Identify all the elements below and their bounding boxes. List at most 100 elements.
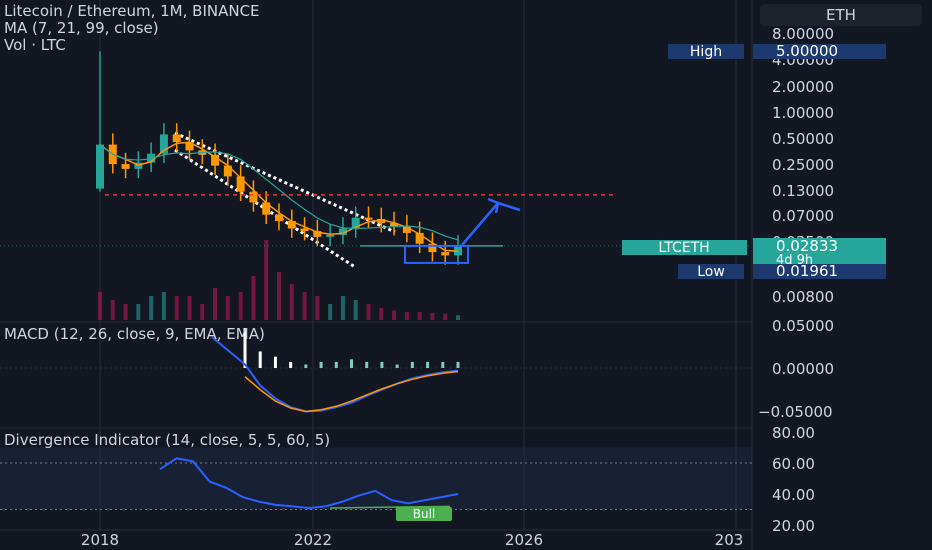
macd-legend[interactable]: MACD (12, 26, close, 9, EMA, EMA) [4, 325, 265, 343]
volume-bar [238, 292, 243, 320]
candle-body [326, 234, 335, 237]
volume-bar [392, 310, 397, 320]
macd-histogram-bar [410, 361, 414, 368]
candle-body [236, 176, 245, 192]
time-tick-label: 2022 [294, 531, 332, 549]
volume-bar [110, 300, 115, 320]
volume-bar [213, 288, 218, 320]
volume-bar [200, 304, 205, 320]
candle-body [441, 252, 450, 256]
time-tick-label: 2018 [81, 531, 119, 549]
price-tick-label: 0.25000 [772, 156, 834, 174]
candle-body [185, 141, 194, 151]
ma-long-line [99, 144, 459, 241]
time-tick-label: 203 [715, 531, 744, 549]
high-tag-bg [668, 44, 744, 59]
candle-body [428, 243, 437, 253]
bull-divergence-line [329, 505, 451, 509]
volume-bar [315, 296, 320, 320]
grid-lines [0, 0, 753, 550]
macd-histogram-bar [456, 361, 460, 368]
price-tick-label: 0.13000 [772, 182, 834, 200]
candle-body [121, 164, 130, 169]
candle-body [223, 165, 232, 177]
volume-bar [404, 312, 409, 320]
candle-body [390, 223, 399, 227]
candle-body [262, 202, 271, 215]
symbol-tag-bg [622, 240, 747, 255]
macd-tick-label: 0.05000 [772, 317, 834, 335]
divergence-legend[interactable]: Divergence Indicator (14, close, 5, 5, 6… [4, 431, 331, 449]
candle-body [351, 217, 360, 229]
macd-line [211, 336, 459, 413]
volume-bar [353, 300, 358, 320]
macd-histogram-bar [365, 361, 369, 368]
last-price-bg [753, 238, 886, 266]
descending-channel [174, 131, 396, 269]
volume-bar [443, 313, 448, 320]
time-tick-label: 2026 [505, 531, 543, 549]
volume-bar [379, 308, 384, 320]
price-tick-label: 0.50000 [772, 130, 834, 148]
moving-average-lines [99, 141, 459, 253]
low-value-bg [753, 264, 886, 279]
candle-body [147, 153, 156, 163]
volume-bar [264, 240, 269, 320]
divergence-tick-label: 60.00 [772, 455, 815, 473]
signal-line [244, 370, 459, 413]
candle-body [287, 220, 296, 229]
volume-bar [98, 292, 102, 320]
volume-bar [161, 292, 166, 320]
macd-histogram-bar [258, 351, 262, 368]
volume-bar [149, 296, 154, 320]
volume-bar [417, 312, 422, 320]
bull-label: Bull [413, 507, 436, 521]
macd-histogram-bar [334, 361, 338, 368]
low-value: 0.01961 [776, 262, 838, 280]
macd-histogram-bar [243, 327, 247, 368]
high-value-bg [753, 44, 886, 59]
ma-legend[interactable]: MA (7, 21, 99, close) [4, 19, 159, 37]
symbol-title[interactable]: Litecoin / Ethereum, 1M, BINANCE [4, 2, 260, 20]
high-tag-label: High [690, 44, 722, 60]
volume-bar [136, 304, 141, 320]
macd-histogram-bar [350, 359, 353, 368]
macd-histogram-bar [273, 356, 277, 368]
volume-bar [277, 272, 281, 320]
divergence-pane: Bull [0, 447, 752, 521]
price-tick-label: 0.07000 [772, 207, 834, 225]
volume-bar [430, 312, 435, 320]
candle-body [249, 191, 258, 203]
candle-body [364, 217, 373, 220]
volume-bar [225, 296, 230, 320]
macd-histogram-bar [441, 361, 445, 368]
projection-arrow [461, 201, 521, 246]
time-axis[interactable]: 2018 2022 2026 203 [81, 531, 743, 549]
volume-bar [340, 296, 345, 320]
candle-body [211, 154, 220, 166]
macd-pane [0, 327, 752, 413]
channel-upper [174, 131, 396, 234]
price-axis[interactable]: 8.000004.000002.000001.000000.500000.250… [622, 25, 886, 535]
price-tick-label: 8.00000 [772, 25, 834, 43]
macd-histogram-bar [289, 361, 293, 368]
macd-histogram-bar [426, 361, 430, 368]
rsi-line [159, 457, 459, 509]
price-tick-label: 0.00800 [772, 288, 834, 306]
bull-badge [396, 507, 452, 521]
volume-bar [456, 315, 460, 320]
projection-arrow-head [487, 197, 500, 214]
currency-button[interactable]: ETH [760, 4, 922, 26]
divergence-tick-label: 40.00 [772, 486, 815, 504]
candle-body [275, 214, 283, 221]
volume-bar [289, 284, 294, 320]
candle-body [300, 228, 309, 232]
low-tag-label: Low [697, 264, 725, 280]
volume-bar [328, 304, 333, 320]
divergence-tick-label: 80.00 [772, 424, 815, 442]
candle-body [159, 134, 168, 154]
volume-legend[interactable]: Vol · LTC [4, 36, 66, 54]
price-tick-label: 2.00000 [772, 78, 834, 96]
symbol-tag: LTCETH [658, 240, 709, 256]
